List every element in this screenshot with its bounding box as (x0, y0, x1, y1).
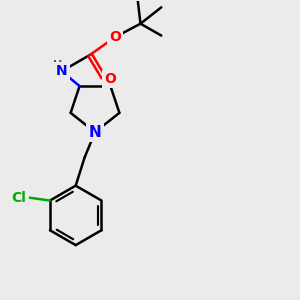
Text: O: O (104, 72, 116, 86)
Text: H: H (52, 60, 62, 70)
Text: N: N (56, 64, 68, 78)
Text: N: N (88, 125, 101, 140)
Text: O: O (109, 30, 121, 44)
Text: Cl: Cl (12, 190, 26, 205)
